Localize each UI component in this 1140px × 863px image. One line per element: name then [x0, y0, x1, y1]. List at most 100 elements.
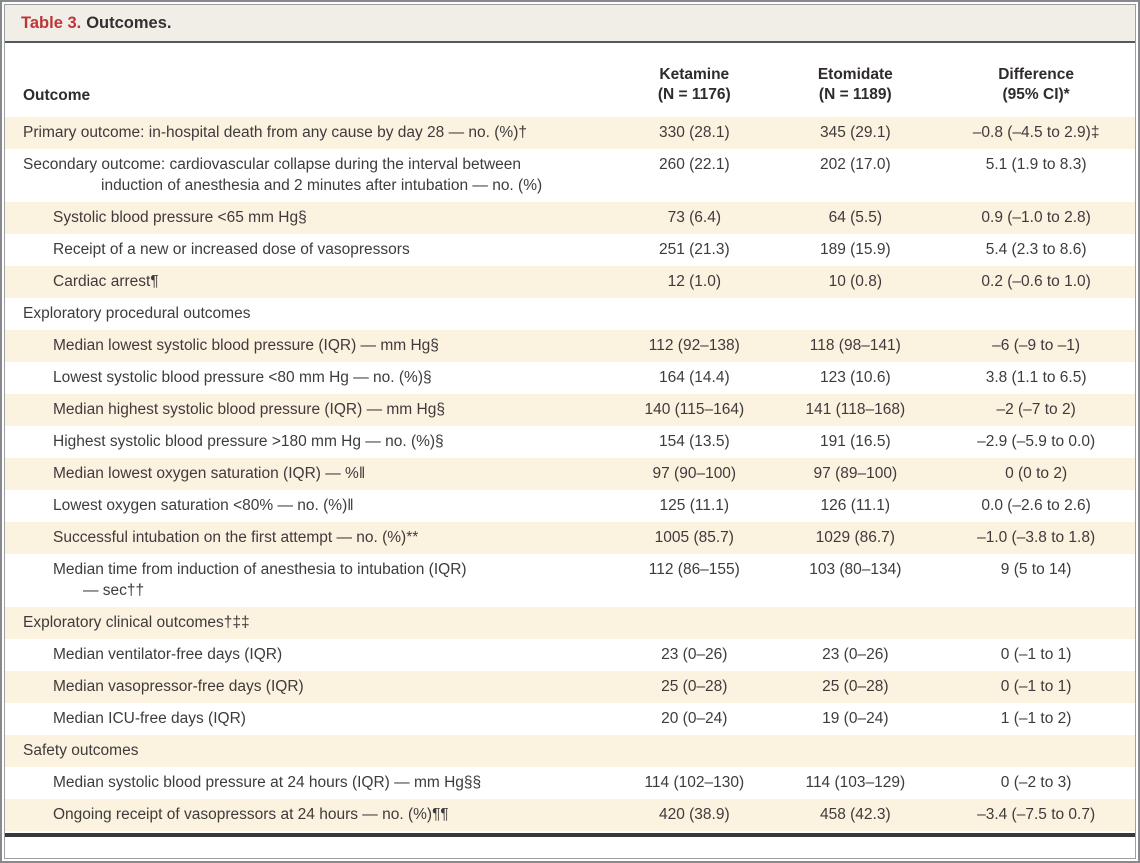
table-row: Median highest systolic blood pressure (…: [5, 394, 1135, 426]
outcome-label: Highest systolic blood pressure >180 mm …: [53, 433, 444, 450]
etomidate-value: 10 (0.8): [773, 266, 938, 298]
outcome-label: Successful intubation on the first attem…: [5, 522, 616, 554]
outcome-label: Median vasopressor-free days (IQR): [5, 671, 616, 703]
outcomes-table: Outcome Ketamine (N = 1176) Etomidate (N…: [5, 43, 1135, 831]
etomidate-value: 191 (16.5): [819, 433, 891, 450]
table-number-label: Table 3.: [21, 14, 82, 32]
ketamine-value: 164 (14.4): [658, 369, 730, 386]
table-row: Successful intubation on the first attem…: [5, 522, 1135, 554]
table-row: Median ventilator-free days (IQR) 23 (0–2…: [5, 639, 1135, 671]
ketamine-value: 420 (38.9): [615, 799, 774, 831]
outcome-label: Median ICU-free days (IQR): [53, 710, 246, 727]
outcome-label: Median lowest oxygen saturation (IQR) — …: [5, 458, 616, 490]
etomidate-value: [773, 607, 938, 639]
etomidate-header-line1: Etomidate: [817, 66, 893, 83]
ketamine-value: 112 (92–138): [615, 330, 774, 362]
table-row: Exploratory clinical outcomes†‡‡: [5, 607, 1135, 639]
header-row: Outcome Ketamine (N = 1176) Etomidate (N…: [5, 43, 1135, 117]
difference-value: 5.1 (1.9 to 8.3): [985, 156, 1087, 173]
table-row: Systolic blood pressure <65 mm Hg§ 73 (6.…: [5, 202, 1135, 234]
outcome-label: Receipt of a new or increased dose of va…: [53, 241, 410, 258]
table-body: Primary outcome: in-hospital death from …: [5, 117, 1135, 831]
etomidate-value: 25 (0–28): [773, 671, 938, 703]
ketamine-value: 154 (13.5): [658, 433, 730, 450]
difference-value: –1.0 (–3.8 to 1.8): [937, 522, 1135, 554]
table-row: Secondary outcome: cardiovascular collap…: [5, 149, 1135, 202]
difference-header-line2: (95% CI)*: [1002, 86, 1070, 103]
difference-value: 0.9 (–1.0 to 2.8): [937, 202, 1135, 234]
outcome-label: Cardiac arrest¶: [5, 266, 616, 298]
difference-value: 5.4 (2.3 to 8.6): [985, 241, 1087, 258]
ketamine-value: 140 (115–164): [615, 394, 774, 426]
etomidate-value: [773, 735, 938, 767]
difference-value: 0 (0 to 2): [937, 458, 1135, 490]
table-row: Median lowest systolic blood pressure (I…: [5, 330, 1135, 362]
outcome-label: Lowest oxygen saturation <80% — no. (%)‖: [53, 497, 354, 514]
outcome-label: Exploratory clinical outcomes†‡‡: [5, 607, 616, 639]
ketamine-value: 12 (1.0): [615, 266, 774, 298]
etomidate-value: 345 (29.1): [773, 117, 938, 149]
ketamine-value: 1005 (85.7): [615, 522, 774, 554]
difference-value: 9 (5 to 14): [1000, 561, 1072, 578]
outcome-label: Lowest systolic blood pressure <80 mm Hg…: [53, 369, 432, 386]
column-header-difference: Difference (95% CI)*: [937, 43, 1135, 117]
table-row: Lowest oxygen saturation <80% — no. (%)‖…: [5, 490, 1135, 522]
etomidate-value: 1029 (86.7): [773, 522, 938, 554]
difference-value: –3.4 (–7.5 to 0.7): [937, 799, 1135, 831]
table-row: Median systolic blood pressure at 24 hou…: [5, 767, 1135, 799]
outcome-label: Exploratory procedural outcomes: [23, 305, 251, 322]
outcome-label: Median systolic blood pressure at 24 hou…: [53, 774, 482, 791]
difference-value: –6 (–9 to –1): [937, 330, 1135, 362]
ketamine-value: [615, 298, 773, 330]
outcome-label: Secondary outcome: cardiovascular collap…: [23, 156, 543, 194]
etomidate-value: 64 (5.5): [773, 202, 938, 234]
etomidate-value: 19 (0–24): [822, 710, 889, 727]
column-header-etomidate: Etomidate (N = 1189): [773, 43, 938, 117]
table-row: Median time from induction of anesthesia…: [5, 554, 1135, 607]
difference-value: –0.8 (–4.5 to 2.9)‡: [937, 117, 1135, 149]
ketamine-value: 251 (21.3): [658, 241, 730, 258]
etomidate-value: 114 (103–129): [805, 774, 906, 791]
ketamine-value: 125 (11.1): [659, 497, 730, 514]
etomidate-value: 141 (118–168): [773, 394, 938, 426]
etomidate-value: 103 (80–134): [809, 561, 902, 578]
column-header-outcome: Outcome: [5, 43, 616, 117]
outcome-label: Median ventilator-free days (IQR): [53, 646, 283, 663]
table-row: Receipt of a new or increased dose of va…: [5, 234, 1135, 266]
table-row: Cardiac arrest¶ 12 (1.0) 10 (0.8) 0.2 (–0.6…: [5, 266, 1135, 298]
table-frame-inner: Table 3. Outcomes. Outcome Ketamine (N = …: [4, 4, 1136, 859]
table-bottom-rule: [5, 833, 1135, 837]
etomidate-value: 202 (17.0): [819, 156, 891, 173]
difference-value: –2.9 (–5.9 to 0.0): [977, 433, 1096, 450]
ketamine-value: 73 (6.4): [615, 202, 774, 234]
difference-value: 0 (–1 to 1): [1000, 646, 1072, 663]
ketamine-header-line2: (N = 1176): [657, 86, 731, 103]
table-row: Lowest systolic blood pressure <80 mm Hg…: [5, 362, 1135, 394]
ketamine-value: 97 (90–100): [615, 458, 774, 490]
difference-header-line1: Difference: [998, 66, 1075, 83]
table-row: Primary outcome: in-hospital death from …: [5, 117, 1135, 149]
outcome-label: Median lowest systolic blood pressure (I…: [5, 330, 616, 362]
ketamine-value: [615, 607, 774, 639]
outcome-label: Median highest systolic blood pressure (…: [5, 394, 616, 426]
ketamine-value: 330 (28.1): [615, 117, 774, 149]
table-row: Median vasopressor-free days (IQR) 25 (0–…: [5, 671, 1135, 703]
etomidate-header-line2: (N = 1189): [818, 86, 892, 103]
column-header-ketamine: Ketamine (N = 1176): [615, 43, 774, 117]
table-header: Outcome Ketamine (N = 1176) Etomidate (N…: [5, 43, 1135, 117]
ketamine-value: 260 (22.1): [658, 156, 730, 173]
outcome-label: Ongoing receipt of vasopressors at 24 ho…: [5, 799, 616, 831]
etomidate-value: 458 (42.3): [773, 799, 938, 831]
difference-value: –2 (–7 to 2): [937, 394, 1135, 426]
difference-value: 0.0 (–2.6 to 2.6): [981, 497, 1091, 514]
ketamine-value: 20 (0–24): [661, 710, 728, 727]
difference-value: 0 (–1 to 1): [937, 671, 1135, 703]
table-row: Safety outcomes: [5, 735, 1135, 767]
etomidate-value: 189 (15.9): [819, 241, 891, 258]
ketamine-value: [615, 735, 774, 767]
ketamine-header-line1: Ketamine: [659, 66, 730, 83]
etomidate-value: 97 (89–100): [773, 458, 938, 490]
outcome-label: Systolic blood pressure <65 mm Hg§: [5, 202, 616, 234]
difference-value: 0.2 (–0.6 to 1.0): [937, 266, 1135, 298]
